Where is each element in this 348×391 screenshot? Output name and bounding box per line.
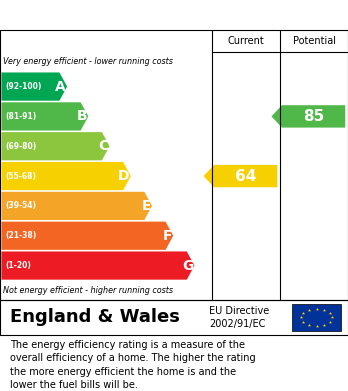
Text: 85: 85 <box>303 109 324 124</box>
Text: A: A <box>55 80 66 93</box>
Text: Very energy efficient - lower running costs: Very energy efficient - lower running co… <box>3 57 173 66</box>
Text: (21-38): (21-38) <box>6 231 37 240</box>
Text: F: F <box>163 229 172 243</box>
Polygon shape <box>1 222 173 250</box>
Polygon shape <box>1 192 152 220</box>
Text: Potential: Potential <box>293 36 335 46</box>
Polygon shape <box>271 105 345 127</box>
Text: (69-80): (69-80) <box>6 142 37 151</box>
Polygon shape <box>1 102 88 131</box>
Text: 64: 64 <box>235 169 256 183</box>
Text: E: E <box>142 199 151 213</box>
Polygon shape <box>1 72 67 100</box>
Text: England & Wales: England & Wales <box>10 308 180 326</box>
Text: (55-68): (55-68) <box>6 172 37 181</box>
Text: Not energy efficient - higher running costs: Not energy efficient - higher running co… <box>3 286 174 295</box>
Text: G: G <box>182 258 193 273</box>
Text: Energy Efficiency Rating: Energy Efficiency Rating <box>60 6 288 24</box>
Text: D: D <box>118 169 130 183</box>
Text: (1-20): (1-20) <box>6 261 31 270</box>
Polygon shape <box>1 251 195 280</box>
Text: Current: Current <box>228 36 264 46</box>
Text: B: B <box>77 109 87 124</box>
Text: The energy efficiency rating is a measure of the
overall efficiency of a home. T: The energy efficiency rating is a measur… <box>10 339 256 390</box>
Bar <box>292 304 341 331</box>
Text: C: C <box>98 139 109 153</box>
Text: (81-91): (81-91) <box>6 112 37 121</box>
Polygon shape <box>1 132 110 160</box>
Text: (92-100): (92-100) <box>6 82 42 91</box>
Text: EU Directive
2002/91/EC: EU Directive 2002/91/EC <box>209 306 269 329</box>
Polygon shape <box>204 165 277 187</box>
Text: (39-54): (39-54) <box>6 201 37 210</box>
Polygon shape <box>1 162 131 190</box>
